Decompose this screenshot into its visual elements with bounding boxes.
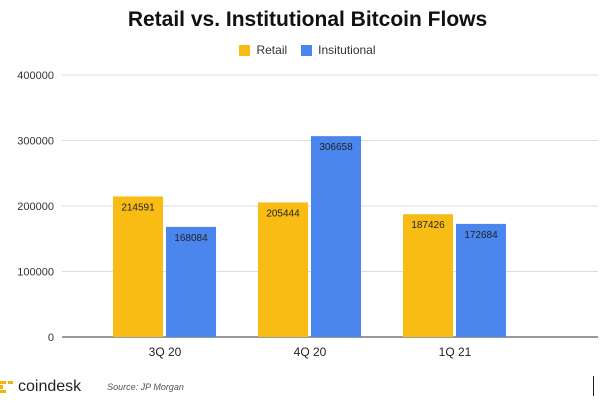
- bar-institutional: [311, 136, 361, 337]
- data-label: 172684: [464, 230, 498, 241]
- y-tick-label: 0: [48, 332, 54, 344]
- x-tick-label: 4Q 20: [294, 345, 327, 359]
- bar-retail: [113, 196, 163, 337]
- legend-swatch-institutional: [301, 44, 313, 56]
- footer: coindesk Source: JP Morgan: [0, 378, 184, 396]
- data-label: 306658: [319, 142, 353, 153]
- legend-swatch-retail: [239, 44, 251, 56]
- y-tick-label: 100000: [17, 267, 54, 279]
- legend-label-institutional: Insitutional: [318, 43, 376, 57]
- source-note: Source: JP Morgan: [107, 382, 184, 392]
- bar-retail: [403, 214, 453, 337]
- coindesk-logo-icon: [0, 381, 13, 393]
- legend-item-retail: Retail: [239, 43, 287, 57]
- data-label: 168084: [174, 233, 208, 244]
- x-tick-label: 1Q 21: [439, 345, 472, 359]
- data-label: 214591: [121, 202, 155, 213]
- bar-institutional: [166, 226, 216, 337]
- legend-label-retail: Retail: [256, 43, 288, 57]
- y-tick-label: 400000: [17, 70, 54, 82]
- brand-name: coindesk: [18, 378, 82, 395]
- text-cursor: [593, 376, 594, 396]
- chart-title: Retail vs. Institutional Bitcoin Flows: [127, 8, 488, 31]
- y-tick-label: 200000: [17, 201, 54, 213]
- x-tick-label: 3Q 20: [149, 345, 182, 359]
- data-label: 205444: [266, 208, 300, 219]
- bar-retail: [258, 202, 308, 337]
- legend: Retail Insitutional: [0, 43, 615, 57]
- bar-institutional: [456, 223, 506, 337]
- legend-item-institutional: Insitutional: [301, 43, 376, 57]
- y-tick-label: 300000: [17, 136, 54, 148]
- data-label: 187426: [411, 220, 445, 231]
- coindesk-logo: coindesk: [0, 378, 81, 396]
